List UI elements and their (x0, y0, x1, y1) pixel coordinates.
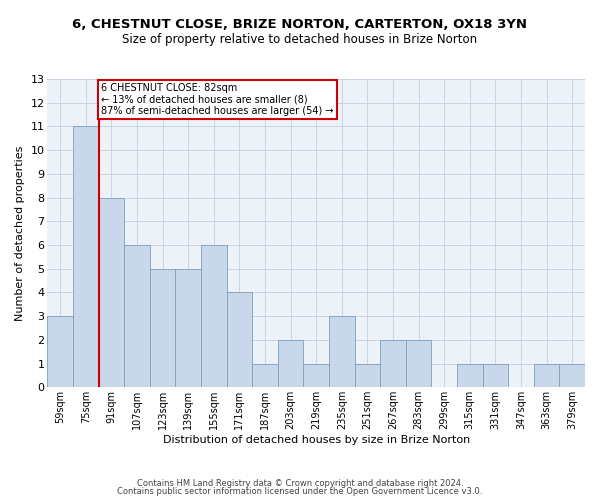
Bar (175, 268, 201, 388)
Bar (227, 292, 252, 388)
Bar (457, 364, 482, 388)
Bar (355, 364, 380, 388)
Bar (559, 364, 585, 388)
Bar (47, 316, 73, 388)
Bar (150, 268, 175, 388)
Bar (380, 340, 406, 388)
Y-axis label: Number of detached properties: Number of detached properties (15, 146, 25, 321)
X-axis label: Distribution of detached houses by size in Brize Norton: Distribution of detached houses by size … (163, 435, 470, 445)
Text: Size of property relative to detached houses in Brize Norton: Size of property relative to detached ho… (122, 32, 478, 46)
Text: Contains HM Land Registry data © Crown copyright and database right 2024.: Contains HM Land Registry data © Crown c… (137, 478, 463, 488)
Bar (252, 364, 278, 388)
Bar (98, 198, 124, 388)
Bar (482, 364, 508, 388)
Bar (278, 340, 304, 388)
Bar (201, 245, 227, 388)
Text: 6 CHESTNUT CLOSE: 82sqm
← 13% of detached houses are smaller (8)
87% of semi-det: 6 CHESTNUT CLOSE: 82sqm ← 13% of detache… (101, 82, 334, 116)
Bar (534, 364, 559, 388)
Bar (406, 340, 431, 388)
Bar (124, 245, 150, 388)
Text: Contains public sector information licensed under the Open Government Licence v3: Contains public sector information licen… (118, 487, 482, 496)
Bar (329, 316, 355, 388)
Bar (73, 126, 98, 388)
Text: 6, CHESTNUT CLOSE, BRIZE NORTON, CARTERTON, OX18 3YN: 6, CHESTNUT CLOSE, BRIZE NORTON, CARTERT… (73, 18, 527, 30)
Bar (304, 364, 329, 388)
